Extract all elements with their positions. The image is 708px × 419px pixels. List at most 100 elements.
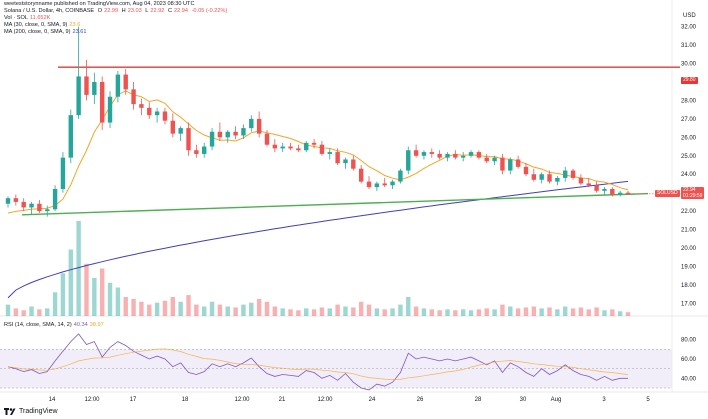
candle-body — [398, 170, 403, 182]
volume-bar — [37, 309, 42, 316]
volume-bar — [178, 301, 183, 316]
candle-body — [139, 104, 144, 108]
rsi-ma-value: 38.97 — [89, 322, 104, 328]
candle-body — [453, 153, 458, 158]
price-axis-tick: 30.00 — [681, 62, 697, 68]
candle-body — [233, 131, 238, 136]
candle-body — [327, 152, 332, 154]
candle-body — [217, 131, 223, 138]
candle-body — [170, 120, 176, 134]
volume-bar — [21, 310, 26, 316]
candle-body — [123, 74, 128, 90]
volume-bar — [563, 306, 568, 316]
time-axis-tick: 26 — [417, 397, 424, 403]
time-axis-tick: 21 — [279, 397, 286, 403]
volume-bar — [406, 297, 411, 316]
volume-bar — [217, 304, 223, 316]
candle-body — [68, 115, 73, 158]
volume-bar — [508, 306, 513, 316]
volume-value: 11.652K — [29, 15, 51, 21]
volume-bar — [351, 307, 356, 316]
ma30-label: MA (30, close, 0, SMA, 9) — [4, 22, 68, 28]
candle-body — [241, 128, 246, 136]
volume-bar — [29, 306, 34, 316]
volume-bar — [421, 308, 427, 316]
ma200-legend[interactable]: MA (200, close, 0, SMA, 9) 23.61 — [4, 29, 89, 36]
time-axis-tick: 12:00 — [84, 397, 100, 403]
candle-body — [586, 183, 591, 186]
rsi-legend[interactable]: RSI (14, close, SMA, 14, 2) 40.34 38.97 — [4, 322, 106, 329]
time-axis-tick: 24 — [369, 397, 376, 403]
publish-watermark: weeteststorynname published on TradingVi… — [4, 1, 195, 7]
volume-bar — [256, 298, 262, 316]
volume-bar — [319, 307, 325, 316]
volume-bar — [131, 298, 136, 316]
volume-bar — [382, 309, 387, 316]
candle-body — [492, 157, 497, 162]
candle-body — [539, 174, 544, 180]
volume-legend[interactable]: Vol · SOL 11.652K — [4, 15, 52, 22]
candle-body — [578, 177, 584, 184]
rsi-value: 40.34 — [73, 322, 88, 328]
volume-bar — [107, 282, 113, 316]
volume-bar — [99, 268, 105, 316]
volume-bar — [45, 308, 50, 316]
candle-body — [249, 118, 254, 129]
price-axis-tick: 22.00 — [681, 209, 697, 215]
candle-body — [382, 183, 387, 186]
candle-body — [60, 157, 66, 189]
candle-body — [264, 133, 270, 145]
price-axis-tick: 17.00 — [681, 301, 697, 307]
time-axis-tick: 18 — [182, 397, 189, 403]
candle-body — [92, 81, 97, 95]
volume-bar — [154, 302, 160, 316]
candle-body — [5, 198, 11, 204]
ohlc-low: 22.92 — [150, 8, 165, 14]
volume-bar — [335, 304, 340, 316]
volume-bar — [531, 306, 537, 316]
candle-body — [429, 152, 434, 154]
currency-label: USD — [683, 13, 696, 19]
price-axis-tick: 32.00 — [681, 25, 697, 31]
candle-body — [515, 159, 521, 167]
price-axis-tick: 25.00 — [681, 154, 697, 160]
rsi-label: RSI (14, close, SMA, 14, 2) — [4, 322, 72, 328]
candle-body — [563, 170, 568, 178]
time-axis-tick: 28 — [475, 397, 482, 403]
candle-body — [37, 203, 42, 212]
candle-body — [162, 111, 168, 121]
rsi-ma-line — [7, 348, 629, 380]
volume-bar — [539, 308, 544, 316]
time-axis-tick: 3 — [602, 397, 606, 403]
volume-bar — [115, 287, 121, 316]
volume-bar — [586, 309, 591, 316]
price-axis-tick: 24.00 — [681, 172, 697, 178]
candle-body — [610, 188, 615, 195]
volume-bar — [194, 304, 199, 316]
volume-bar — [445, 309, 450, 316]
candle-body — [484, 157, 489, 162]
volume-bar — [492, 309, 497, 316]
volume-bar — [547, 307, 552, 316]
symbol-title[interactable]: Solana / U.S. Dollar, 4h, COINBASE — [4, 8, 95, 14]
candle-body — [209, 131, 215, 147]
rsi-axis-tick: 40.00 — [681, 376, 697, 382]
volume-bar — [123, 297, 128, 316]
volume-bar — [374, 308, 380, 316]
volume-bar — [186, 295, 191, 316]
tradingview-logo[interactable]: TradingView — [4, 408, 58, 415]
candle-body — [531, 174, 537, 180]
candle-body — [343, 159, 348, 164]
candle-body — [413, 150, 419, 156]
volume-bar — [617, 311, 623, 316]
candle-body — [296, 148, 301, 151]
candle-body — [186, 128, 191, 151]
time-axis-tick: 12:00 — [317, 397, 333, 403]
volume-bar — [484, 308, 489, 316]
ma30-legend[interactable]: MA (30, close, 0, SMA, 9) 23.6 — [4, 22, 82, 29]
volume-bar — [52, 292, 58, 316]
candle-body — [358, 168, 364, 182]
candle-body — [288, 146, 293, 149]
volume-bar — [343, 306, 348, 316]
